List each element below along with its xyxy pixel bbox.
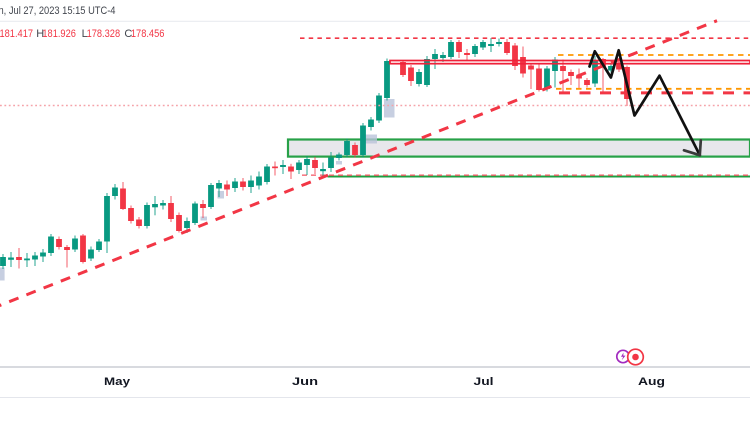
svg-text:L: L xyxy=(82,28,88,40)
svg-text:n, Jul 27, 2023 15:15 UTC-4: n, Jul 27, 2023 15:15 UTC-4 xyxy=(0,5,116,17)
svg-text:181.417: 181.417 xyxy=(0,28,33,40)
svg-text:181.926: 181.926 xyxy=(42,28,76,40)
svg-text:178.456: 178.456 xyxy=(131,28,165,40)
svg-text:H: H xyxy=(36,28,44,40)
svg-text:178.328: 178.328 xyxy=(87,28,121,40)
svg-text:C: C xyxy=(124,28,132,40)
svg-text:Jun: Jun xyxy=(292,376,318,388)
svg-text:Aug: Aug xyxy=(638,376,665,388)
svg-text:May: May xyxy=(104,376,131,388)
svg-text:Jul: Jul xyxy=(474,376,494,388)
